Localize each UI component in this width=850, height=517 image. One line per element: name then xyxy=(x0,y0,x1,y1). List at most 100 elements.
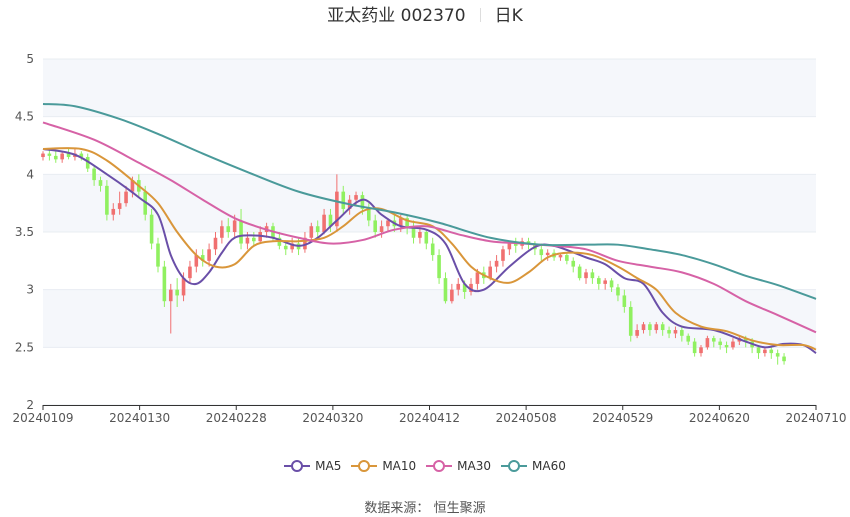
candle-body xyxy=(156,243,160,267)
x-tick-label: 20240529 xyxy=(592,411,653,425)
candle-body xyxy=(386,220,390,227)
x-tick-label: 20240228 xyxy=(206,411,267,425)
legend-circle xyxy=(433,460,446,472)
candle-body xyxy=(648,324,652,331)
candle-body xyxy=(667,330,671,334)
x-tick-label: 20240710 xyxy=(785,411,846,425)
candle-body xyxy=(149,214,154,244)
candle-body xyxy=(143,191,148,215)
x-tick-label: 20240412 xyxy=(399,411,460,425)
period-label[interactable]: 日K xyxy=(494,6,523,26)
legend-item-ma5[interactable]: MA5 xyxy=(284,458,341,474)
y-tick-label: 4 xyxy=(26,167,34,181)
legend-marker xyxy=(426,458,453,474)
candle-body xyxy=(328,214,333,227)
source-label: 数据来源： xyxy=(364,501,430,516)
candle-body xyxy=(105,185,109,215)
candle-body xyxy=(130,180,135,192)
x-tick-label: 20240508 xyxy=(496,411,557,425)
candle-body xyxy=(731,341,735,348)
candle-body xyxy=(245,237,250,244)
candle-body xyxy=(763,349,767,354)
ma-line-ma5 xyxy=(42,147,817,354)
candle-body xyxy=(635,330,639,336)
candle-body xyxy=(220,226,224,238)
candle-body xyxy=(79,153,84,158)
chart-header: 亚太药业 002370 日K xyxy=(0,4,850,28)
candle-body xyxy=(66,153,71,158)
candle-body xyxy=(360,195,365,209)
candle-body xyxy=(373,220,377,232)
candle-body xyxy=(488,266,492,279)
candle-body xyxy=(162,266,167,302)
candle-body xyxy=(692,341,697,354)
candle-body xyxy=(450,289,454,302)
candle-body xyxy=(283,245,288,250)
candle-body xyxy=(571,260,576,267)
y-tick-label: 3.5 xyxy=(15,225,34,239)
candle-body xyxy=(367,208,371,221)
legend-circle xyxy=(291,460,304,472)
ma-line-ma10 xyxy=(42,147,817,351)
candle-body xyxy=(603,280,607,284)
legend-item-ma60[interactable]: MA60 xyxy=(501,458,566,474)
candle-body xyxy=(335,191,339,227)
candle-body xyxy=(85,157,90,169)
ma-line-ma30 xyxy=(42,121,817,334)
candle-body xyxy=(545,252,550,256)
candle-body xyxy=(200,255,205,261)
candle-body xyxy=(743,338,748,342)
candle-body xyxy=(322,214,326,232)
candle-body xyxy=(775,353,780,357)
candle-body xyxy=(769,349,774,354)
candle-body xyxy=(705,338,710,348)
legend-label: MA30 xyxy=(457,459,492,473)
y-tick-label: 3 xyxy=(26,283,34,297)
candle-body xyxy=(175,289,179,296)
candle-body xyxy=(513,243,518,246)
legend-label: MA60 xyxy=(532,459,566,473)
legend-item-ma30[interactable]: MA30 xyxy=(426,458,491,474)
y-tick-label: 2.5 xyxy=(15,340,34,354)
candle-body xyxy=(53,155,58,160)
grid-band xyxy=(43,59,816,117)
legend-item-ma10[interactable]: MA10 xyxy=(351,458,416,474)
candle-body xyxy=(456,283,461,290)
candle-body xyxy=(501,249,505,261)
candle-body xyxy=(469,283,473,292)
candle-body xyxy=(168,289,173,302)
candle-body xyxy=(411,226,416,238)
legend-label: MA5 xyxy=(315,459,342,473)
candle-body xyxy=(443,278,448,302)
candle-body xyxy=(641,324,646,331)
candle-body xyxy=(437,255,441,279)
x-tick-label: 20240620 xyxy=(689,411,750,425)
candle-body xyxy=(673,330,678,334)
candle-body xyxy=(724,345,729,348)
candle-body xyxy=(609,280,614,288)
candle-body xyxy=(494,260,499,267)
candle-body xyxy=(309,226,314,238)
candle-body xyxy=(232,220,237,232)
candle-body xyxy=(577,266,582,279)
candle-body xyxy=(711,338,716,342)
candle-body xyxy=(418,232,422,238)
candle-body xyxy=(354,195,358,200)
candle-body xyxy=(117,203,122,209)
candle-body xyxy=(475,272,480,284)
legend-marker xyxy=(351,458,378,474)
candle-body xyxy=(181,278,186,296)
candle-body xyxy=(252,237,256,242)
candle-body xyxy=(111,208,116,215)
candle-body xyxy=(462,283,467,292)
candle-body xyxy=(341,191,346,209)
x-tick-label: 20240109 xyxy=(12,411,73,425)
candle-body xyxy=(188,266,192,279)
candle-body xyxy=(526,241,531,244)
candle-body xyxy=(315,226,320,232)
candle-body xyxy=(558,255,563,258)
candle-body xyxy=(565,255,569,261)
candle-body xyxy=(424,232,429,244)
candle-body xyxy=(622,295,627,307)
candle-body xyxy=(430,243,435,256)
